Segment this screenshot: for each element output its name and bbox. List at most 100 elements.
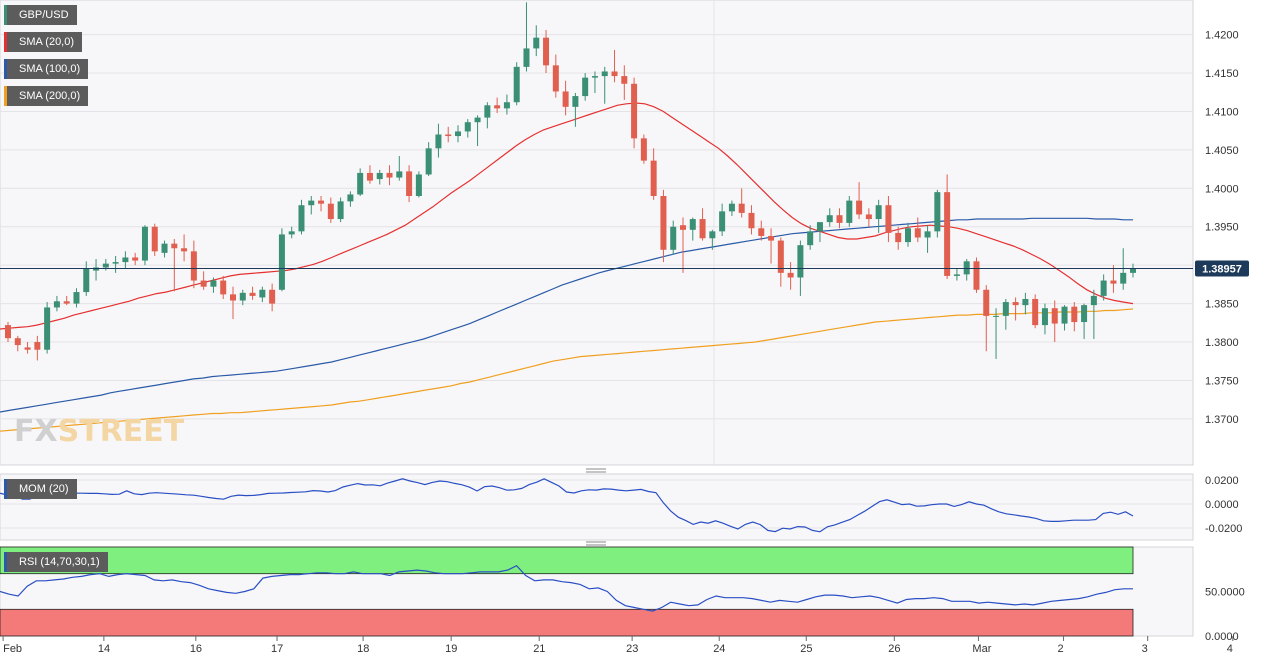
y-tick-label: 1.3750 [1205, 375, 1239, 387]
candle-body [836, 215, 843, 223]
legend-symbol[interactable]: GBP/USD [4, 5, 77, 25]
candle-body [53, 301, 60, 308]
candle-body [425, 148, 432, 175]
candle-body [337, 201, 344, 220]
candle-body [1110, 280, 1117, 284]
candle-body [1051, 308, 1058, 324]
legend-rsi[interactable]: RSI (14,70,30,1) [4, 552, 108, 572]
y-tick-label: 0.0000 [1205, 499, 1239, 511]
candle-body [445, 134, 452, 137]
candle-body [533, 37, 540, 49]
legend-sma20[interactable]: SMA (20,0) [4, 32, 83, 52]
candle-body [406, 171, 413, 196]
rsi-oversold-zone [0, 608, 1134, 637]
y-tick-label: 1.4200 [1205, 30, 1239, 42]
candle-body [93, 267, 100, 271]
candle-body [1130, 268, 1136, 273]
x-tick-label: 17 [271, 643, 283, 655]
candle-body [396, 171, 403, 178]
candle-body [366, 172, 373, 181]
x-tick-label: 3 [1142, 643, 1148, 655]
candle-body [494, 105, 501, 109]
candle-body [748, 212, 755, 229]
candle-body [1120, 272, 1127, 284]
momentum-line [0, 478, 1134, 533]
candle-body [288, 231, 295, 235]
y-tick-label: 50.0000 [1205, 587, 1245, 599]
x-tick-label: 23 [626, 643, 638, 655]
y-tick-label: 1.3800 [1205, 337, 1239, 349]
candle-body [865, 214, 872, 220]
candle-body [102, 263, 109, 268]
candle-body [924, 231, 931, 238]
legend-momentum[interactable]: MOM (20) [4, 479, 77, 499]
candle-body [905, 228, 911, 243]
legend-sma200[interactable]: SMA (200,0) [4, 86, 89, 106]
candle-body [161, 243, 168, 253]
candle-body [728, 203, 735, 212]
x-tick-label: 24 [713, 643, 725, 655]
candle-body [582, 77, 589, 97]
candle-body [14, 338, 21, 346]
candle-body [200, 280, 207, 287]
candle-body [895, 232, 902, 243]
candle-body [611, 71, 618, 77]
candle-body [73, 292, 80, 304]
candle-body [455, 131, 461, 137]
candle-body [5, 325, 11, 339]
candle-body [190, 251, 197, 281]
candle-body [572, 96, 579, 107]
candle-body [230, 294, 236, 301]
candle-body [269, 289, 276, 304]
candle-body [787, 272, 794, 278]
candle-body [777, 240, 784, 273]
y-tick-label: 1.3700 [1205, 414, 1239, 426]
candle-body [1032, 298, 1039, 326]
candle-body [1100, 280, 1107, 296]
candle-body [591, 76, 598, 78]
x-tick-label: 4 [1227, 643, 1233, 655]
candle-body [239, 292, 246, 301]
last-price-label: 1.38957 [1202, 263, 1242, 275]
candle-body [650, 160, 657, 196]
candle-body [856, 200, 863, 215]
candle-body [171, 243, 178, 249]
candle-body [543, 37, 550, 66]
x-tick-label: 2 [1058, 643, 1064, 655]
watermark-logo: FXSTREET [14, 414, 185, 449]
candle-body [973, 261, 980, 290]
candle-body [327, 203, 334, 220]
candle-body [552, 65, 559, 92]
candle-body [816, 222, 823, 232]
candle-body [1012, 302, 1019, 306]
candle-body [689, 219, 696, 230]
legend-sma100[interactable]: SMA (100,0) [4, 59, 89, 79]
candle-body [474, 117, 481, 123]
candle-body [631, 83, 638, 139]
panel-mom [0, 473, 1194, 541]
y-tick-label: 1.4100 [1205, 106, 1239, 118]
y-tick-label: 1.4000 [1205, 183, 1239, 195]
y-tick-label: 0.0000 [1205, 631, 1239, 643]
candle-body [797, 245, 804, 278]
candle-body [1022, 298, 1029, 306]
candle-body [621, 76, 628, 84]
rsi-overbought-zone [0, 546, 1134, 575]
candle-body [151, 226, 158, 252]
candle-body [34, 342, 41, 350]
candle-body [259, 289, 266, 298]
candle-body [758, 228, 765, 236]
candle-body [83, 269, 90, 293]
panel-main [0, 0, 1194, 466]
candle-body [298, 205, 305, 232]
candle-body [699, 219, 706, 239]
candle-body [1090, 295, 1097, 306]
candle-body [944, 192, 951, 276]
candle-body [826, 215, 833, 223]
sma200-line [0, 308, 1134, 432]
candle-body [885, 205, 892, 233]
y-tick-label: 1.3950 [1205, 222, 1239, 234]
candle-body [640, 138, 647, 161]
y-tick-label: 0.0200 [1205, 475, 1239, 487]
candle-body [1081, 305, 1088, 323]
